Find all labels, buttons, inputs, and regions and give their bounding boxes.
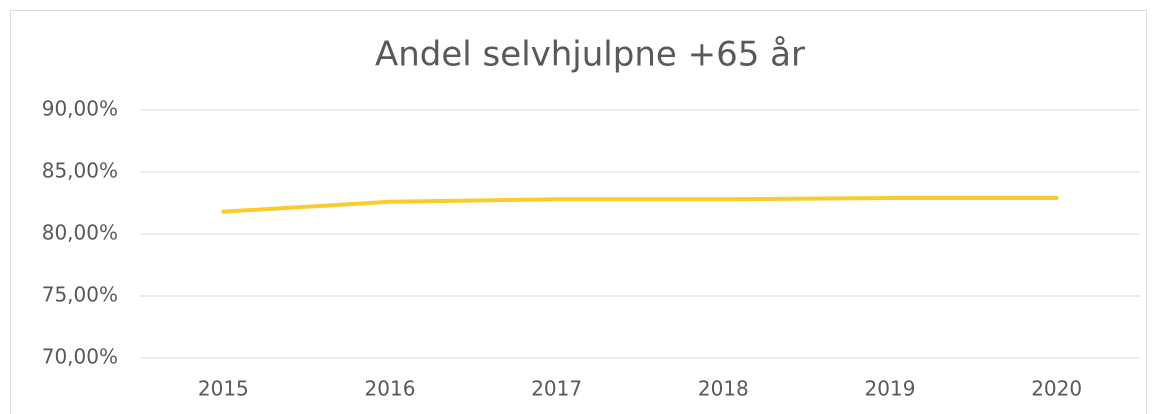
y-tick-label: 85,00%: [42, 159, 118, 183]
x-tick-label: 2015: [198, 377, 249, 401]
x-tick-label: 2019: [865, 377, 916, 401]
x-tick-label: 2020: [1031, 377, 1082, 401]
x-tick-label: 2017: [531, 377, 582, 401]
y-tick-label: 70,00%: [42, 345, 118, 369]
chart-frame: [10, 10, 1147, 414]
x-tick-label: 2016: [365, 377, 416, 401]
y-tick-label: 80,00%: [42, 221, 118, 245]
y-tick-label: 75,00%: [42, 283, 118, 307]
chart-title: Andel selvhjulpne +65 år: [375, 35, 805, 75]
data-line: [221, 196, 1059, 214]
y-tick-label: 90,00%: [42, 97, 118, 121]
x-tick-label: 2018: [698, 377, 749, 401]
